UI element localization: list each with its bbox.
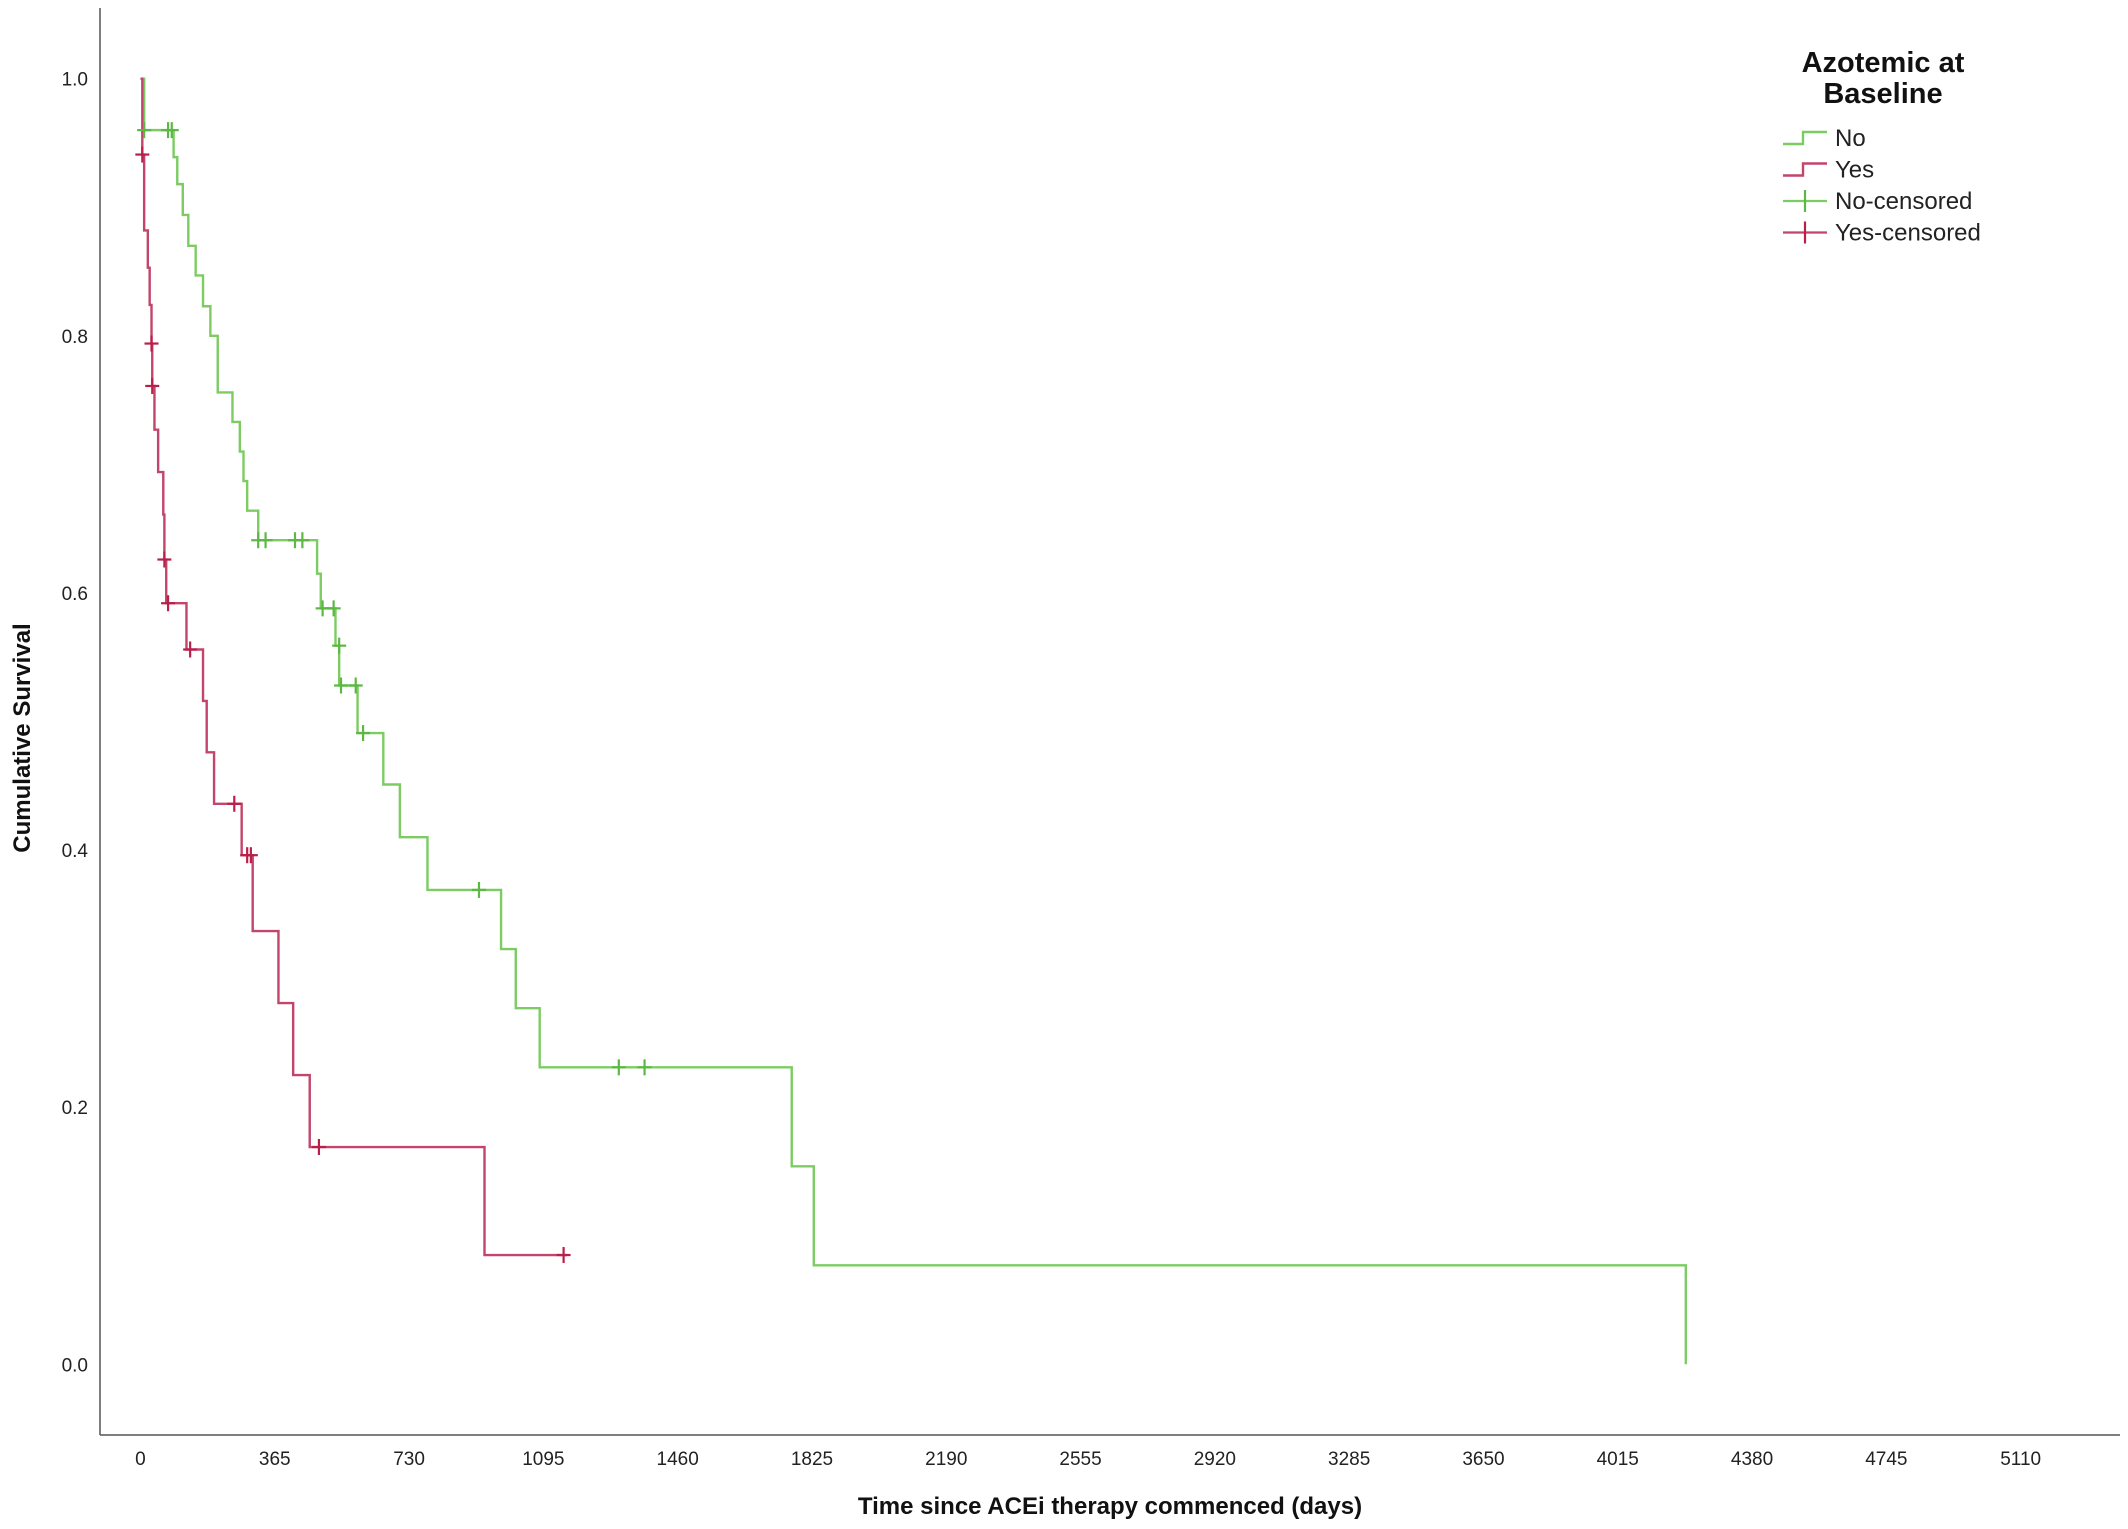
censor-mark-yes — [227, 795, 242, 812]
legend-swatch-line — [1783, 130, 1827, 146]
series-line-no — [140, 77, 1688, 1365]
axes — [99, 8, 2120, 1436]
y-axis-title: Cumulative Survival — [9, 623, 36, 852]
y-tick-label: 0.8 — [62, 327, 88, 348]
x-tick-label: 1460 — [657, 1449, 699, 1470]
censor-mark-no — [137, 122, 152, 139]
legend-item-no: No — [1783, 125, 1866, 152]
censor-mark-yes — [135, 146, 150, 163]
censor-mark-yes — [311, 1139, 326, 1156]
tick-labels: 0 365 730 1095 1460 1825 2190 2555 2920 3285 3650 4… — [62, 70, 2042, 1470]
censor-marks — [135, 122, 652, 1264]
censor-mark-yes — [243, 847, 258, 864]
censor-mark-no — [637, 1059, 652, 1076]
x-tick-label: 4015 — [1597, 1449, 1639, 1470]
x-tick-label: 3285 — [1328, 1449, 1370, 1470]
x-axis-title: Time since ACEi therapy commenced (days) — [858, 1493, 1362, 1520]
censor-mark-yes — [161, 595, 176, 612]
x-tick-label: 2920 — [1194, 1449, 1236, 1470]
censor-mark-no — [356, 725, 371, 742]
x-tick-label: 730 — [393, 1449, 425, 1470]
censor-mark-no — [326, 600, 341, 617]
censor-mark-no — [332, 637, 347, 654]
y-tick-label: 0.2 — [62, 1098, 88, 1119]
y-tick-label: 0.4 — [62, 841, 89, 862]
censor-mark-no — [348, 677, 363, 694]
x-tick-label: 2555 — [1059, 1449, 1101, 1470]
x-tick-label: 365 — [259, 1449, 291, 1470]
censor-mark-no — [295, 532, 310, 549]
legend-item-yes: Yes — [1783, 157, 1874, 184]
censor-mark-yes — [157, 551, 172, 568]
legend-label: No — [1835, 125, 1866, 152]
x-tick-label: 4745 — [1865, 1449, 1907, 1470]
legend-label: Yes-censored — [1835, 220, 1981, 247]
censor-mark-no — [611, 1059, 626, 1076]
censor-mark-yes — [183, 641, 198, 658]
legend-label: No-censored — [1835, 188, 1972, 215]
x-tick-label: 1825 — [791, 1449, 833, 1470]
y-tick-label: 0.0 — [62, 1355, 88, 1376]
legend-entries: No Yes No-censored Yes-censored — [1783, 125, 1981, 247]
censor-mark-no — [471, 881, 486, 898]
censor-mark-no — [258, 532, 273, 549]
legend-title-line-1: Azotemic at — [1802, 47, 1965, 79]
legend: Azotemic at Baseline No Yes No-censored Yes… — [1783, 47, 1981, 247]
legend-item-no-censored: No-censored — [1783, 188, 1972, 215]
x-tick-label: 4380 — [1731, 1449, 1773, 1470]
x-tick-label: 2190 — [925, 1449, 967, 1470]
series-lines — [140, 77, 1688, 1365]
legend-title-line-2: Baseline — [1823, 78, 1942, 110]
legend-swatch-line — [1783, 162, 1827, 177]
legend-item-yes-censored: Yes-censored — [1783, 220, 1981, 247]
y-tick-label: 0.6 — [62, 584, 88, 605]
censor-mark-no — [164, 122, 179, 139]
censor-mark-yes — [556, 1247, 571, 1264]
censor-mark-yes — [145, 377, 160, 394]
series-line-yes — [140, 77, 568, 1257]
legend-label: Yes — [1835, 157, 1874, 184]
x-tick-label: 0 — [135, 1449, 146, 1470]
x-tick-label: 5110 — [2000, 1449, 2041, 1470]
x-tick-label: 1095 — [522, 1449, 564, 1470]
censor-mark-yes — [144, 335, 159, 352]
x-tick-label: 3650 — [1462, 1449, 1504, 1470]
censor-mark-no — [334, 677, 349, 694]
y-tick-label: 1.0 — [62, 70, 88, 91]
